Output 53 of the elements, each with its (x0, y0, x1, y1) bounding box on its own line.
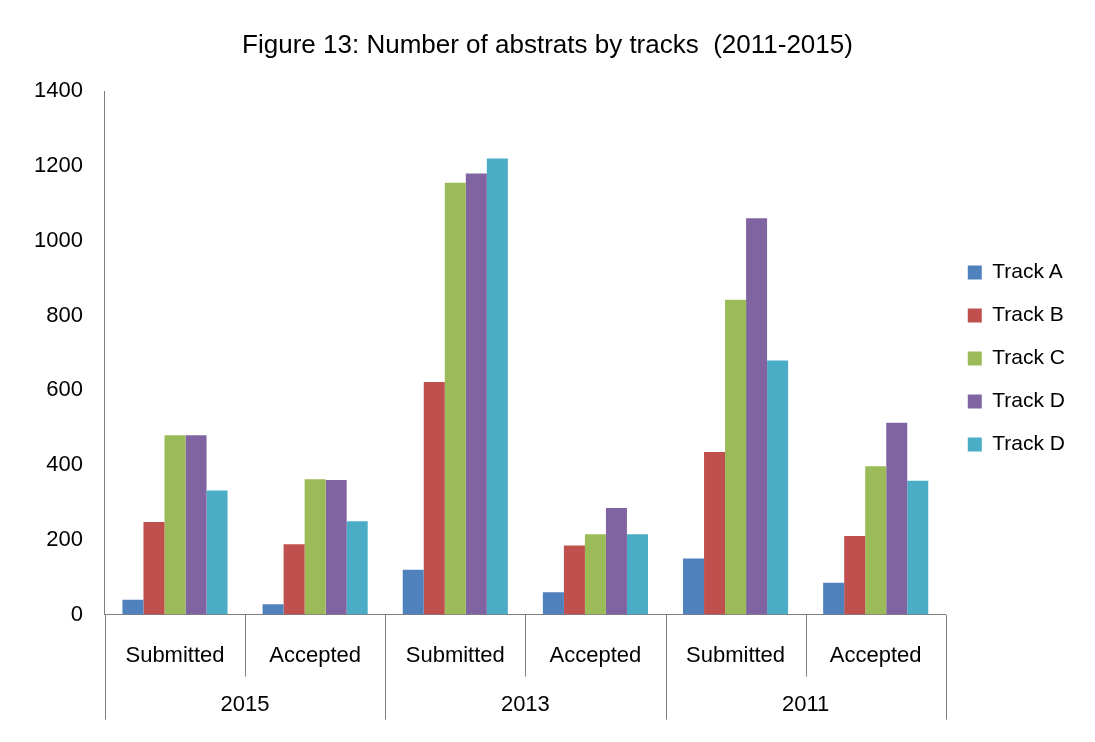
bar (185, 435, 207, 615)
chart-title: Figure 13: Number of abstrats by tracks (2011-2015) (242, 28, 853, 59)
bar (444, 182, 466, 615)
bar (767, 360, 789, 615)
x-tick-label: Submitted (686, 641, 786, 667)
x-tick-label: Accepted (269, 641, 362, 667)
legend-label: Track C (992, 345, 1066, 369)
x-tick-label: Accepted (549, 641, 642, 667)
y-tick-label: 600 (46, 376, 83, 402)
bar (465, 173, 487, 615)
text: 2015 (220, 690, 270, 716)
x-tick-label: Submitted (405, 641, 505, 667)
legend-label: Track D (992, 431, 1066, 455)
bar (164, 435, 186, 615)
bar (704, 451, 726, 615)
legend-label: Track A (992, 259, 1063, 283)
bar (283, 544, 305, 615)
bar (262, 604, 284, 615)
bar (402, 569, 424, 615)
bar (605, 508, 627, 615)
bar (143, 521, 165, 615)
y-tick-label: 400 (46, 451, 83, 477)
x-tick-label: Submitted (125, 641, 225, 667)
bar (626, 534, 648, 615)
bar (304, 479, 326, 615)
legend-label: Track B (992, 302, 1064, 326)
bar (423, 382, 445, 615)
bar (486, 158, 508, 615)
y-tick-label: 1000 (33, 226, 83, 252)
bar (346, 521, 368, 615)
y-tick-label: 800 (46, 301, 83, 327)
bar (823, 582, 845, 615)
bar (725, 299, 747, 615)
bar (584, 534, 606, 615)
text: 2011 (781, 690, 830, 716)
legend-label: Track D (992, 388, 1066, 412)
y-tick-label: 1200 (33, 152, 83, 178)
y-tick-label: 200 (46, 525, 83, 551)
bar (206, 490, 228, 615)
y-tick-label: 0 (70, 600, 83, 626)
bar (325, 480, 347, 615)
bar (907, 480, 929, 615)
bar (865, 466, 887, 615)
text: 2013 (500, 690, 550, 716)
bar (683, 558, 705, 615)
bar (122, 599, 144, 615)
y-tick-label: 1400 (33, 77, 83, 103)
bar (542, 592, 564, 615)
bar (886, 422, 908, 615)
x-tick-label: Accepted (829, 641, 922, 667)
bar (563, 545, 585, 615)
bar (844, 536, 866, 615)
bar (746, 218, 768, 615)
